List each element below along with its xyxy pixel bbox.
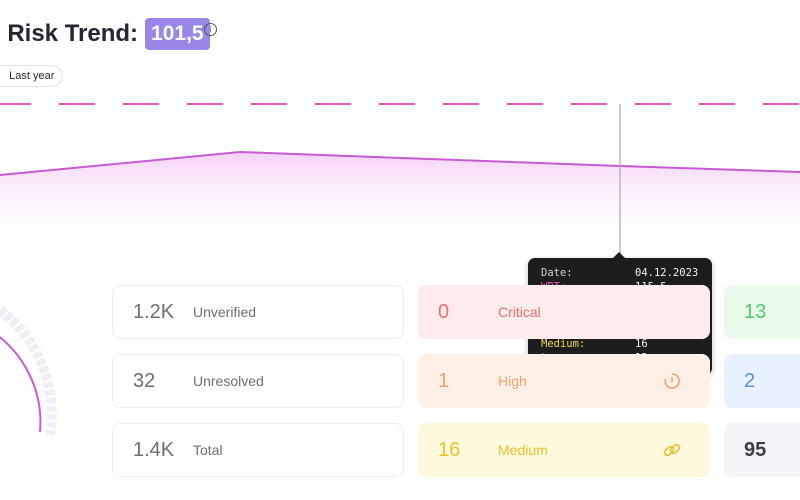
unresolved-label: Unresolved (193, 373, 264, 389)
tooltip-value: 04.12.2023 (635, 267, 699, 279)
page-header: d Risk Trend: 101,5 (0, 18, 210, 50)
card-total[interactable]: 1.4K Total (112, 423, 404, 477)
score-badge: 101,5 (145, 18, 210, 50)
tooltip-value: 16 (635, 338, 648, 350)
high-label: High (498, 373, 527, 389)
critical-count: 0 (438, 300, 450, 323)
card-other[interactable]: 95 (724, 423, 800, 477)
unverified-count: 1.2K (133, 300, 175, 323)
risk-gauge (0, 306, 57, 436)
page-title: d Risk Trend: (0, 20, 139, 47)
unverified-label: Unverified (193, 304, 257, 320)
date-filter-group: a Last year (0, 65, 64, 87)
refresh-icon (664, 373, 680, 389)
card-unverified[interactable]: 1.2K Unverified (112, 285, 404, 339)
unresolved-count: 32 (133, 369, 156, 392)
card-low[interactable]: 13 (724, 285, 800, 339)
card-info[interactable]: 2 (724, 354, 800, 408)
card-unresolved[interactable]: 32 Unresolved (112, 354, 404, 408)
info-icon[interactable]: i (204, 23, 217, 36)
high-count: 1 (438, 369, 450, 392)
other-count: 95 (744, 438, 767, 461)
risk-trend-chart (0, 103, 800, 258)
tooltip-key: Date: (541, 267, 573, 279)
wrt-area (0, 152, 800, 250)
total-count: 1.4K (133, 438, 175, 461)
card-medium[interactable]: 16 Medium (418, 423, 710, 477)
tooltip-row: Medium: 16 (541, 338, 706, 352)
tooltip-row: Date: 04.12.2023 (541, 267, 706, 281)
link-icon (663, 443, 681, 457)
critical-label: Critical (498, 304, 541, 320)
medium-label: Medium (498, 442, 548, 458)
total-label: Total (193, 442, 223, 458)
tooltip-key: Medium: (541, 338, 586, 350)
wrt-series-line (0, 150, 800, 176)
low-count: 13 (744, 300, 767, 323)
filter-pill-partial[interactable]: a (0, 65, 2, 87)
filter-pill-last-year[interactable]: Last year (1, 65, 64, 87)
gauge-value-arc (0, 336, 42, 433)
info-count: 2 (744, 369, 756, 392)
card-high[interactable]: 1 High (418, 354, 710, 408)
card-critical[interactable]: 0 Critical (418, 285, 710, 339)
medium-count: 16 (438, 438, 461, 461)
